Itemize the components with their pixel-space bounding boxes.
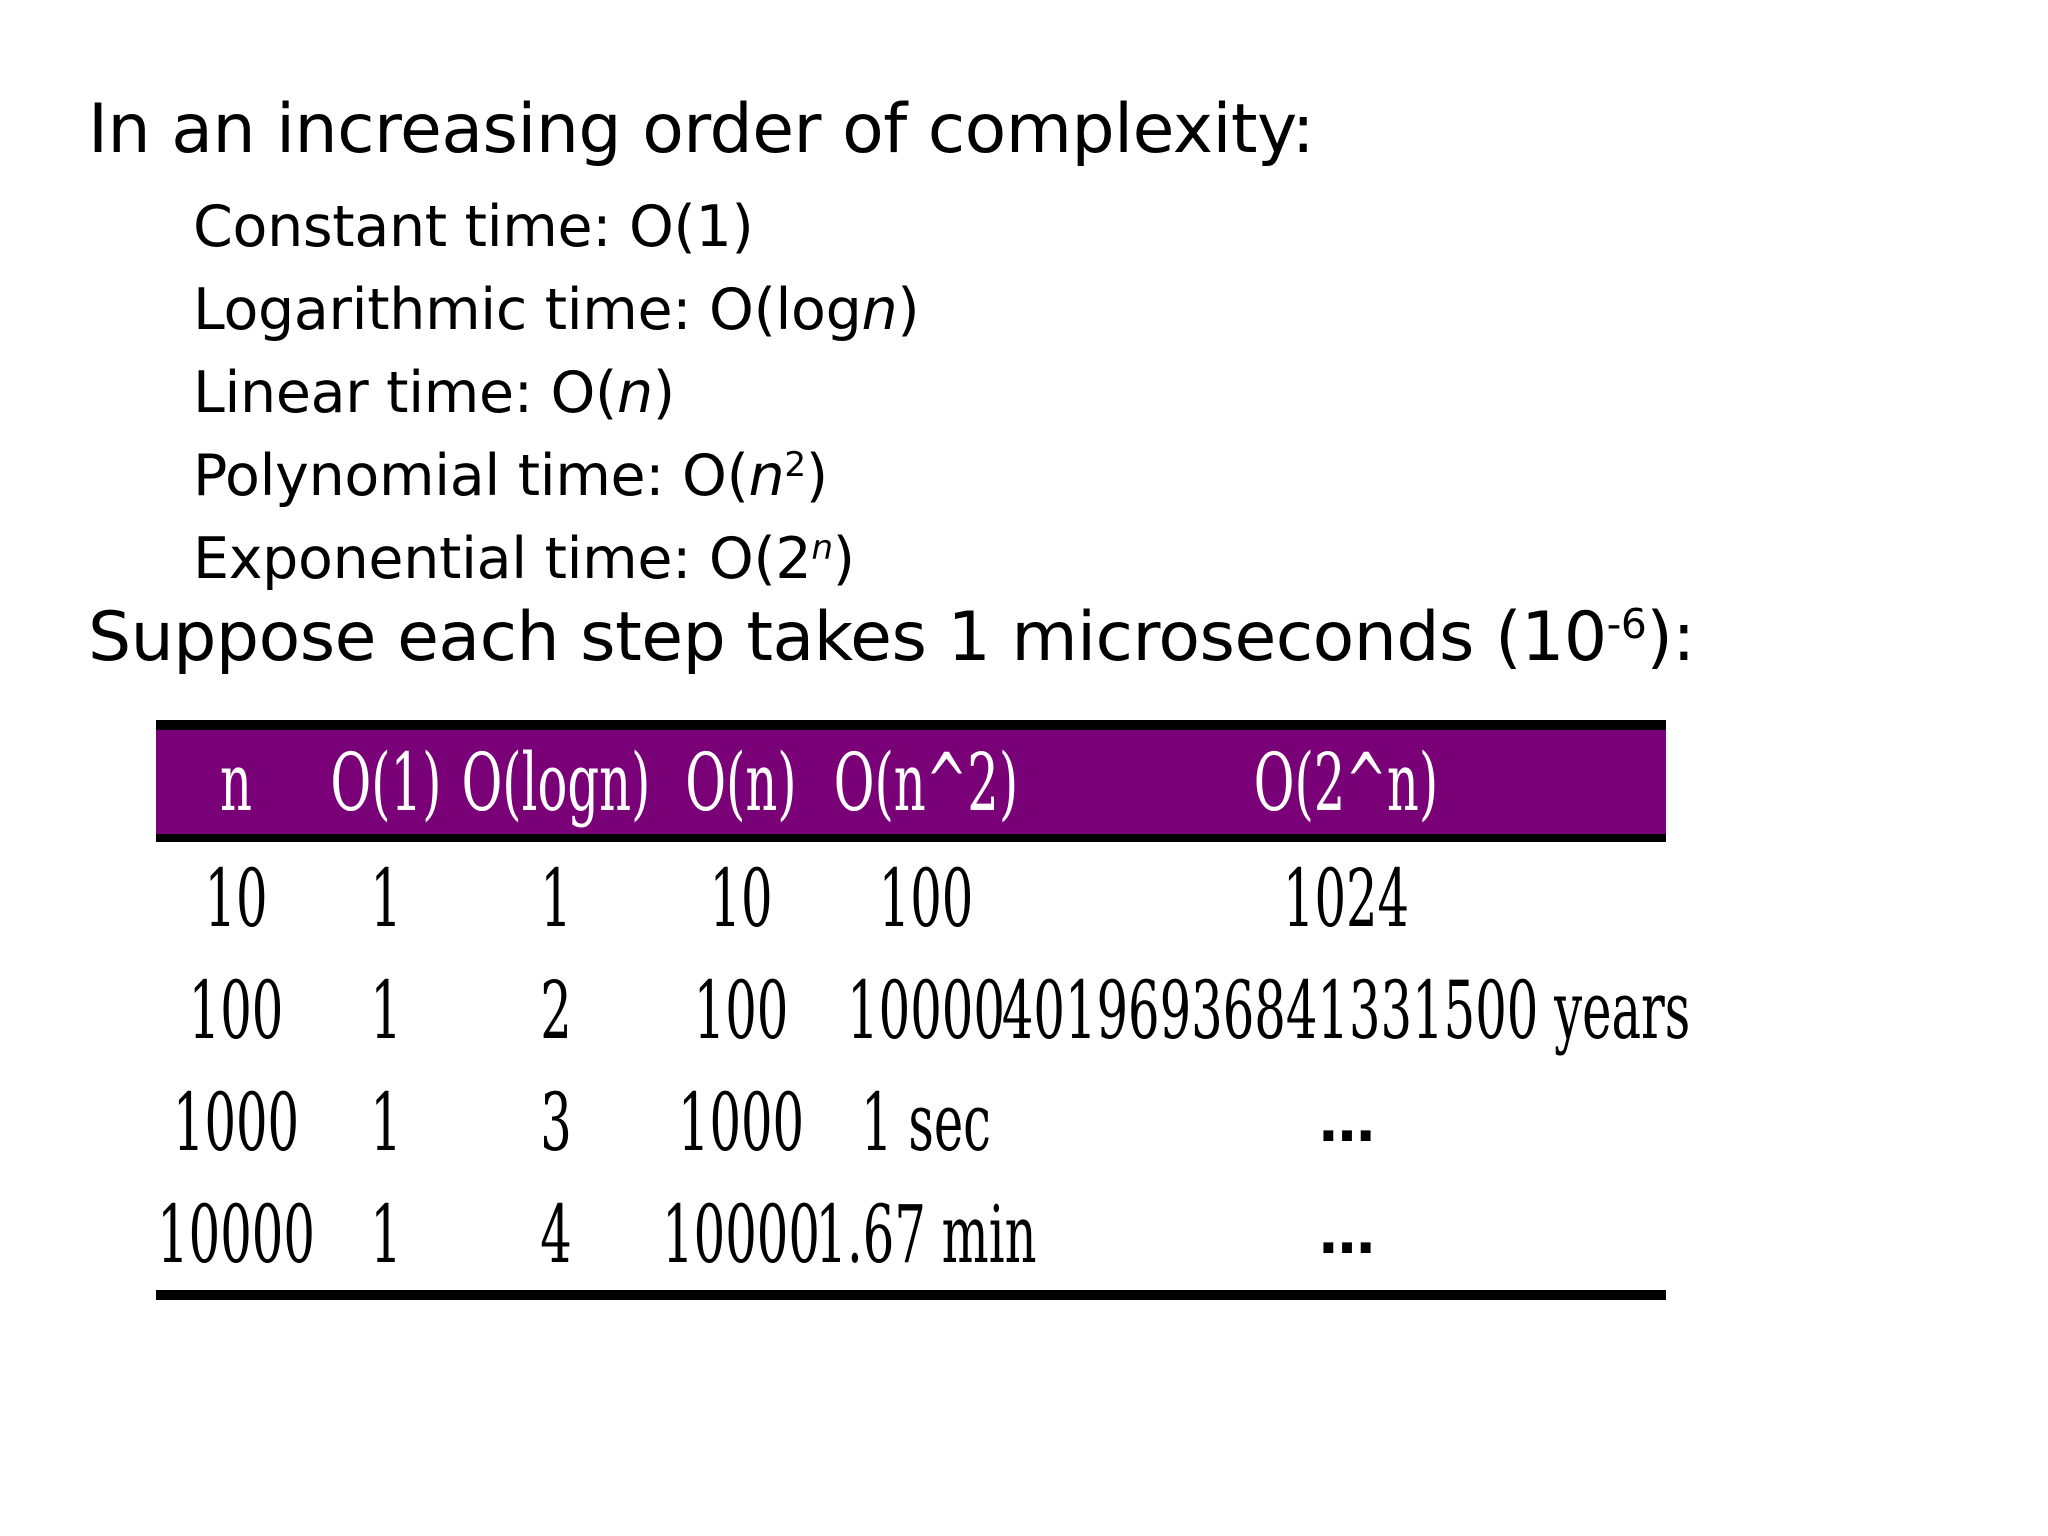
table-cell: 100 <box>693 963 789 1057</box>
table-cell: 1.67 min <box>815 1187 1037 1281</box>
table-cell: 10000 <box>847 963 1005 1057</box>
table-cell: 1 <box>370 1187 402 1281</box>
table-cell: 4 <box>540 1187 572 1281</box>
table-row: 10 1 1 10 100 1024 <box>156 842 1666 954</box>
complexity-label-prefix: Logarithmic time: O(log <box>193 277 862 343</box>
table-cell: 10000 <box>662 1187 820 1281</box>
table-cell: 2 <box>540 963 572 1057</box>
table-cell: 1 <box>370 963 402 1057</box>
complexity-label-prefix: Exponential time: O(2 <box>193 526 812 592</box>
table-row: 100 1 2 100 10000 40196936841331500 year… <box>156 954 1691 1066</box>
heading-step-time-suffix: ): <box>1646 598 1695 677</box>
table-cell: 100 <box>188 963 284 1057</box>
complexity-exponent: 2 <box>784 445 806 486</box>
table-top-rule <box>156 720 1666 730</box>
table-cell: 1 sec <box>861 1075 991 1169</box>
complexity-label-suffix: ) <box>805 443 828 509</box>
table-bottom-rule <box>156 1290 1666 1300</box>
complexity-item-logarithmic: Logarithmic time: O(logn) <box>193 269 920 352</box>
table-cell: 100 <box>878 851 974 945</box>
complexity-label-prefix: Linear time: O( <box>193 360 617 426</box>
complexity-label: Constant time: O(1) <box>193 194 754 260</box>
complexity-exponent: n <box>811 528 833 569</box>
complexity-variable: n <box>861 277 898 343</box>
header-cell-ologn: O(logn) <box>461 735 651 829</box>
complexity-table: n O(1) O(logn) O(n) O(n^2) O(2^n) 10 1 1… <box>156 720 1691 1300</box>
complexity-item-exponential: Exponential time: O(2n) <box>193 518 919 601</box>
header-cell-o1: O(1) <box>330 735 442 829</box>
complexity-label-suffix: ) <box>652 360 675 426</box>
header-cell-on: O(n) <box>685 735 797 829</box>
complexity-item-polynomial: Polynomial time: O(n2) <box>193 435 919 518</box>
table-row: 10000 1 4 10000 1.67 min … <box>156 1178 1666 1290</box>
heading-step-time: Suppose each step takes 1 microseconds (… <box>88 603 1695 672</box>
header-cell-o2n: O(2^n) <box>1253 735 1439 829</box>
complexity-list: Constant time: O(1) Logarithmic time: O(… <box>193 186 920 601</box>
table-cell: 1024 <box>1282 851 1410 945</box>
complexity-label-suffix: ) <box>897 277 920 343</box>
table-header-row: n O(1) O(logn) O(n) O(n^2) O(2^n) <box>156 730 1666 842</box>
header-cell-n: n <box>220 735 252 829</box>
table-cell-ellipsis: … <box>1319 1089 1375 1155</box>
table-row: 1000 1 3 1000 1 sec … <box>156 1066 1666 1178</box>
heading-step-time-exponent: -6 <box>1606 599 1647 648</box>
complexity-item-constant: Constant time: O(1) <box>193 186 919 269</box>
table-cell: 10 <box>709 851 773 945</box>
complexity-label-prefix: Polynomial time: O( <box>193 443 749 509</box>
table-cell: 1000 <box>677 1075 805 1169</box>
table-cell: 10 <box>204 851 268 945</box>
table-cell: 40196936841331500 years <box>1001 963 1691 1057</box>
table-cell: 1 <box>540 851 572 945</box>
complexity-variable: n <box>616 360 653 426</box>
complexity-variable: n <box>748 443 785 509</box>
table-cell-ellipsis: … <box>1319 1201 1375 1267</box>
complexity-label-suffix: ) <box>832 526 855 592</box>
heading-complexity-order: In an increasing order of complexity: <box>88 90 1315 169</box>
table-cell: 3 <box>540 1075 572 1169</box>
table-cell: 1 <box>370 1075 402 1169</box>
table-cell: 10000 <box>157 1187 315 1281</box>
table-cell: 1 <box>370 851 402 945</box>
header-cell-on2: O(n^2) <box>833 735 1019 829</box>
table-cell: 1000 <box>172 1075 300 1169</box>
complexity-item-linear: Linear time: O(n) <box>193 352 919 435</box>
heading-step-time-prefix: Suppose each step takes 1 microseconds (… <box>88 598 1607 677</box>
